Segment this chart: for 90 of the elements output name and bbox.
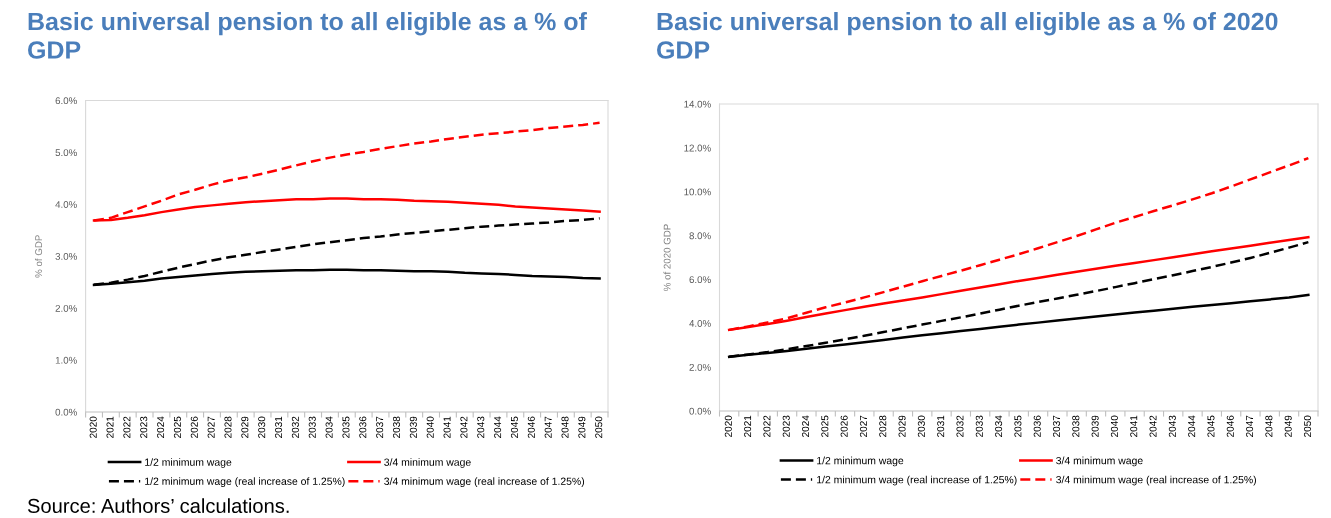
- y-tick-label: 1.0%: [55, 356, 77, 364]
- x-tick-label: 2037: [1052, 415, 1061, 437]
- x-tick-label: 2047: [1246, 415, 1254, 437]
- x-tick-label: 2029: [898, 415, 906, 437]
- y-tick-label: 4.0%: [689, 320, 711, 327]
- x-tick-label: 2043: [477, 416, 485, 438]
- x-tick-label: 2045: [510, 416, 518, 438]
- x-tick-label: 2047: [544, 416, 552, 438]
- x-tick-label: 2026: [840, 415, 848, 437]
- chart-title: Basic universal pension to all eligible as a % of 2020 GDP: [657, 12, 1278, 59]
- x-tick-label: 2032: [956, 415, 964, 437]
- x-tick-label: 2035: [1014, 415, 1022, 437]
- y-tick-label: 0.0%: [689, 407, 711, 415]
- x-tick-label: 2027: [859, 415, 867, 437]
- x-tick-label: 2050: [1303, 415, 1312, 437]
- x-tick-label: 2041: [1130, 415, 1138, 437]
- x-tick-label: 2034: [325, 416, 333, 438]
- x-tick-label: 2023: [782, 415, 790, 437]
- y-tick-label: 12.0%: [684, 144, 711, 152]
- x-tick-label: 2050: [595, 416, 603, 438]
- y-tick-label: 10.0%: [684, 188, 711, 196]
- x-tick-label: 2028: [879, 415, 887, 437]
- x-tick-label: 2044: [1188, 415, 1196, 437]
- x-tick-label: 2045: [1207, 415, 1215, 437]
- y-tick-label: 2.0%: [689, 363, 711, 371]
- x-tick-label: 2048: [561, 416, 569, 438]
- legend-label: 3/4 minimum wage (real increase of 1.25%): [384, 477, 585, 488]
- x-tick-label: 2041: [443, 416, 451, 438]
- y-axis-title: % of GDP: [34, 235, 43, 278]
- x-tick-label: 2034: [995, 415, 1003, 437]
- x-tick-label: 2029: [241, 416, 249, 438]
- x-tick-label: 2023: [140, 416, 148, 438]
- y-tick-label: 6.0%: [689, 276, 711, 284]
- x-tick-label: 2040: [1110, 415, 1118, 437]
- x-tick-label: 2026: [190, 416, 198, 438]
- x-tick-label: 2046: [527, 416, 535, 438]
- x-tick-label: 2049: [1284, 415, 1292, 437]
- x-tick-label: 2042: [1149, 415, 1157, 437]
- x-tick-label: 2042: [460, 416, 468, 438]
- x-tick-label: 2025: [821, 415, 829, 437]
- x-tick-label: 2044: [494, 416, 502, 438]
- x-tick-label: 2040: [426, 416, 434, 438]
- x-tick-label: 2033: [308, 416, 316, 438]
- legend-label: 3/4 minimum wage (real increase of 1.25%): [1056, 475, 1256, 486]
- y-tick-label: 5.0%: [55, 149, 77, 157]
- x-tick-label: 2022: [763, 415, 771, 437]
- y-tick-label: 2.0%: [55, 304, 77, 312]
- x-tick-label: 2032: [291, 416, 299, 438]
- chart-title: Basic universal pension to all eligible as a % of GDP: [28, 12, 587, 59]
- x-tick-label: 2037: [376, 416, 384, 438]
- x-tick-label: 2024: [801, 415, 810, 437]
- x-tick-label: 2022: [123, 416, 131, 438]
- x-tick-label: 2024: [157, 416, 165, 438]
- x-tick-label: 2031: [937, 415, 945, 437]
- x-tick-label: 2033: [975, 415, 983, 437]
- x-tick-label: 2039: [409, 416, 417, 438]
- x-tick-label: 2039: [1091, 415, 1099, 437]
- legend-label: 1/2 minimum wage (real increase of 1.25%): [817, 475, 1017, 486]
- x-tick-label: 2036: [359, 416, 367, 438]
- legend-label: 3/4 minimum wage: [1056, 456, 1143, 467]
- y-tick-label: 3.0%: [55, 252, 77, 260]
- x-tick-label: 2021: [106, 416, 114, 438]
- x-tick-label: 2027: [207, 416, 215, 438]
- legend-label: 3/4 minimum wage: [384, 458, 471, 468]
- x-tick-label: 2048: [1265, 415, 1273, 437]
- x-tick-label: 2028: [224, 416, 232, 438]
- x-tick-label: 2038: [1072, 415, 1080, 437]
- y-tick-label: 4.0%: [55, 201, 77, 208]
- x-tick-label: 2021: [744, 415, 752, 437]
- x-tick-label: 2035: [342, 416, 350, 438]
- x-tick-label: 2031: [275, 416, 283, 438]
- y-tick-label: 0.0%: [55, 408, 77, 416]
- x-tick-label: 2020: [724, 415, 732, 437]
- legend-label: 1/2 minimum wage (real increase of 1.25%): [145, 477, 345, 488]
- x-tick-label: 2043: [1168, 415, 1176, 437]
- legend-label: 1/2 minimum wage: [817, 456, 904, 467]
- x-tick-label: 2030: [917, 415, 925, 437]
- y-axis-title: % of 2020 GDP: [663, 224, 671, 291]
- source-note: Source: Authors’ calculations.: [27, 498, 289, 514]
- x-tick-label: 2025: [173, 416, 181, 438]
- x-tick-label: 2020: [89, 416, 97, 438]
- x-tick-label: 2036: [1033, 415, 1041, 437]
- y-tick-label: 8.0%: [689, 232, 711, 240]
- y-tick-label: 14.0%: [684, 100, 711, 108]
- x-tick-label: 2030: [258, 416, 266, 438]
- y-tick-label: 6.0%: [55, 97, 77, 105]
- x-tick-label: 2049: [578, 416, 586, 438]
- legend-label: 1/2 minimum wage: [145, 458, 232, 468]
- x-tick-label: 2046: [1226, 415, 1234, 437]
- x-tick-label: 2038: [392, 416, 401, 438]
